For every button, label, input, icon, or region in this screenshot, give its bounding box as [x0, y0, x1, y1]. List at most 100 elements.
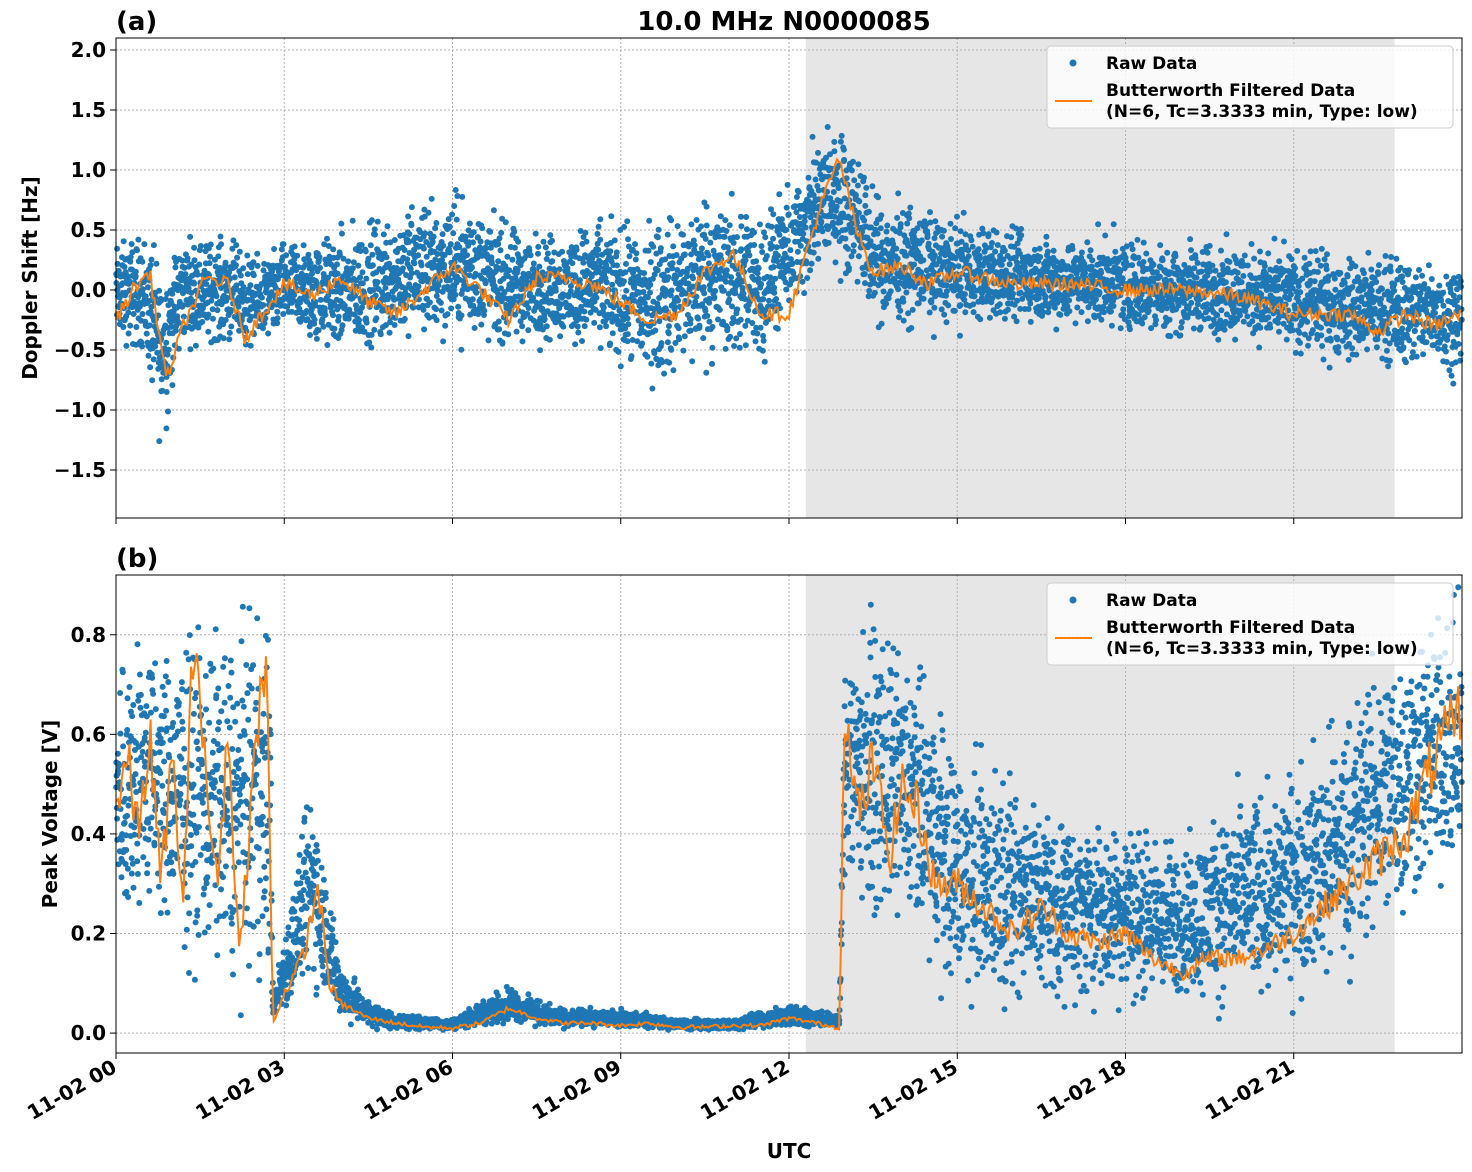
raw-data-point [179, 257, 186, 264]
raw-data-point [1355, 304, 1362, 311]
raw-data-point [172, 327, 179, 334]
raw-data-point [222, 259, 229, 266]
raw-data-point [525, 305, 532, 311]
raw-data-point [698, 223, 705, 230]
raw-data-point [841, 156, 848, 163]
raw-data-point [322, 311, 329, 318]
raw-data-point [941, 311, 948, 318]
raw-data-point [540, 238, 547, 245]
raw-data-point [850, 242, 857, 249]
raw-data-point [746, 252, 753, 259]
raw-data-point [877, 225, 884, 232]
raw-data-point [709, 360, 715, 367]
raw-data-point [163, 389, 170, 395]
raw-data-point [479, 225, 486, 232]
raw-data-point [300, 242, 307, 249]
raw-data-point [214, 307, 221, 314]
raw-data-point [336, 252, 343, 259]
raw-data-point [291, 243, 298, 250]
raw-data-point [1036, 245, 1043, 252]
raw-data-point [482, 280, 489, 287]
raw-data-point [1069, 246, 1076, 253]
raw-data-point [495, 241, 502, 247]
raw-data-point [1373, 344, 1380, 351]
raw-data-point [1321, 256, 1328, 263]
raw-data-point [432, 225, 439, 232]
raw-data-point [1360, 270, 1367, 277]
raw-data-point [495, 318, 502, 325]
raw-data-point [1175, 302, 1182, 309]
raw-data-point [1150, 261, 1157, 268]
raw-data-point [771, 289, 778, 296]
raw-data-point [234, 254, 241, 261]
raw-data-point [205, 311, 212, 318]
raw-data-point [830, 189, 837, 195]
raw-data-point [162, 296, 169, 302]
raw-data-point [1206, 242, 1213, 249]
raw-data-point [382, 284, 389, 291]
raw-data-point [447, 277, 453, 284]
raw-data-point [341, 302, 348, 309]
raw-data-point [405, 213, 412, 220]
raw-data-point [217, 233, 224, 240]
raw-data-point [943, 319, 950, 326]
raw-data-point [751, 229, 757, 236]
raw-data-point [851, 177, 858, 184]
raw-data-point [1044, 248, 1051, 255]
raw-data-point [950, 263, 957, 269]
raw-data-point [1078, 249, 1085, 256]
raw-data-point [475, 311, 482, 317]
raw-data-point [1388, 254, 1395, 260]
raw-data-point [1304, 318, 1311, 325]
raw-data-point [738, 223, 745, 230]
raw-data-point [135, 236, 142, 243]
raw-data-point [597, 345, 604, 352]
raw-data-point [801, 290, 808, 297]
raw-data-point [771, 284, 778, 291]
raw-data-point [541, 316, 548, 322]
raw-data-point [386, 260, 393, 267]
raw-data-point [1110, 303, 1117, 309]
raw-data-point [1104, 277, 1111, 284]
raw-data-point [210, 315, 216, 322]
raw-data-point [359, 269, 366, 276]
raw-data-point [240, 265, 247, 272]
raw-data-point [1317, 262, 1324, 269]
raw-data-point [969, 243, 976, 250]
raw-data-point [664, 231, 671, 238]
raw-data-point [172, 264, 179, 271]
raw-data-point [213, 293, 220, 300]
raw-data-point [691, 242, 698, 249]
raw-data-point [957, 284, 964, 291]
raw-data-point [1387, 268, 1394, 275]
raw-data-point [1037, 254, 1044, 260]
raw-data-point [743, 226, 750, 233]
raw-data-point [340, 255, 347, 262]
raw-data-point [742, 322, 749, 329]
raw-data-point [442, 322, 449, 329]
raw-data-point [367, 242, 374, 249]
raw-data-point [669, 265, 676, 272]
raw-data-point [1232, 336, 1239, 343]
raw-data-point [1368, 287, 1375, 294]
raw-data-point [1101, 309, 1107, 316]
raw-data-point [1381, 304, 1387, 311]
raw-data-point [647, 281, 654, 288]
raw-data-point [647, 289, 653, 296]
raw-data-point [993, 229, 1000, 236]
raw-data-point [320, 323, 327, 330]
raw-data-point [1177, 332, 1184, 339]
raw-data-point [302, 261, 309, 268]
raw-data-point [128, 241, 135, 247]
raw-data-point [883, 300, 890, 307]
raw-data-point [123, 342, 130, 349]
raw-data-point [1331, 300, 1338, 307]
raw-data-point [408, 204, 415, 211]
raw-data-point [452, 291, 459, 298]
raw-data-point [980, 230, 987, 237]
raw-data-point [325, 243, 332, 249]
raw-data-point [1157, 242, 1164, 249]
raw-data-point [120, 238, 127, 245]
raw-data-point [680, 231, 686, 238]
